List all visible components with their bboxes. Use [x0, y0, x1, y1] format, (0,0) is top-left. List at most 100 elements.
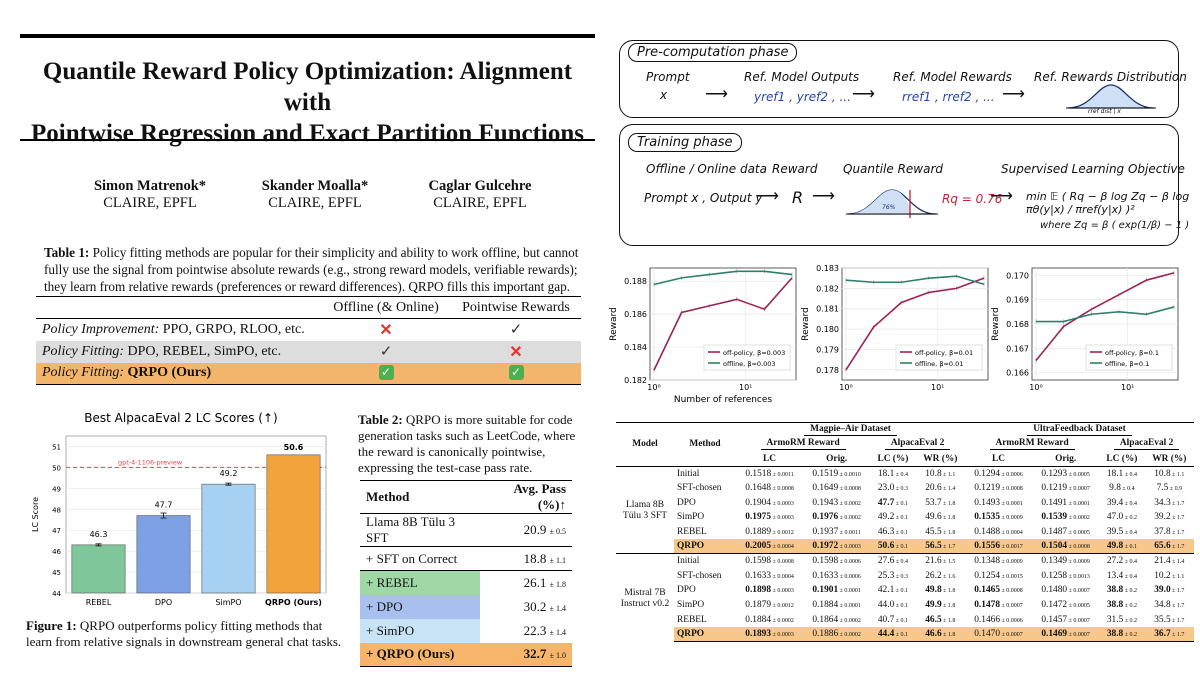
- table2-row: + DPO 30.2 ± 1.4: [360, 594, 572, 619]
- value: 46.3: [877, 526, 895, 537]
- quantile-reward-value: Rq = 0.76: [942, 192, 1003, 206]
- table-row: Mistral 7B Instruct v0.2 Initial 0.1598 ± …: [616, 553, 1194, 642]
- error: ± 0.2: [1123, 588, 1138, 595]
- value-cell: 18.1 ± 0.4: [870, 465, 916, 481]
- value-cell: 21.6 ± 1.5: [915, 553, 965, 569]
- author-1: Simon Matrenok* CLAIRE, EPFL: [60, 178, 240, 212]
- y-tick-label: 0.182: [624, 376, 647, 385]
- value: 0.1478: [974, 599, 1001, 610]
- value: 38.8: [1106, 628, 1124, 639]
- alpaca-header: AlpacaEval 2: [870, 437, 965, 452]
- arrow-icon: ⟶: [756, 188, 779, 205]
- value: 7.5: [1156, 483, 1169, 494]
- dataset-2-header: UltraFeedback Dataset: [964, 422, 1194, 438]
- value-cell: 35.5 ± 1.7: [1145, 612, 1194, 627]
- value-cell: 0.1598 ± 0.0008: [736, 553, 804, 569]
- error: ± 0.0012: [771, 529, 794, 536]
- table-row: SFT-chosen 0.1633 ± 0.0004 0.1633 ± 0.0006…: [616, 568, 1194, 583]
- data-label: 49.2: [220, 469, 238, 478]
- value-cell: 31.5 ± 0.2: [1099, 612, 1144, 627]
- y-tick-label: 47: [52, 527, 61, 535]
- author-affiliation: CLAIRE, EPFL: [268, 195, 362, 211]
- value: 0.1893: [745, 628, 772, 639]
- value-cell: 0.1884 ± 0.0001: [803, 598, 870, 613]
- error: ± 0.4: [894, 471, 909, 478]
- objective-label: Supervised Learning Objective: [1001, 162, 1185, 176]
- x-tick-label: 10⁰: [1029, 383, 1042, 392]
- value: 0.1465: [974, 585, 1001, 596]
- training-phase-box: [619, 124, 1179, 246]
- y-tick-label: 51: [52, 443, 61, 451]
- data-label: Offline / Online data: [646, 162, 767, 176]
- error: ± 0.3: [894, 573, 909, 580]
- error: ± 1.1: [1170, 471, 1185, 478]
- error: ± 0.0009: [1000, 515, 1023, 522]
- reference-line-label: gpt-4-1106-preview: [118, 458, 183, 466]
- value: 10.8: [1154, 468, 1171, 479]
- value: 27.2: [1106, 556, 1124, 567]
- table2-caption: Table 2: QRPO is more suitable for code …: [358, 412, 583, 476]
- bar: [266, 454, 321, 594]
- col-lc: LC: [736, 451, 804, 467]
- table3: Model Method Magpie–Air Dataset UltraFee…: [616, 422, 1194, 642]
- y-tick-label: 0.169: [1006, 296, 1029, 305]
- error: ± 0.0009: [1067, 559, 1090, 566]
- error: ± 0.0015: [1000, 573, 1023, 580]
- col-offline: Offline (& Online): [333, 299, 439, 315]
- table1-row: Policy Improvement: PPO, GRPO, RLOO, etc…: [36, 319, 581, 341]
- legend-entry: off-policy, β=0.01: [915, 349, 973, 357]
- error: ± 0.0006: [1000, 471, 1023, 478]
- method-cell: + REBEL: [360, 570, 480, 595]
- table2-row: + QRPO (Ours) 32.7 ± 1.0: [360, 642, 572, 667]
- table2-row: + REBEL 26.1 ± 1.8: [360, 570, 572, 595]
- value-cell: 26.1 ± 1.8: [479, 570, 572, 595]
- chart-title: Best AlpacaEval 2 LC Scores (↑): [84, 411, 277, 425]
- error: ± 1.7: [1170, 631, 1185, 638]
- error: ± 0.2: [1123, 631, 1138, 638]
- ref-rewards-label: Ref. Model Rewards: [893, 70, 1012, 84]
- value-cell: 39.0 ± 1.7: [1145, 583, 1194, 598]
- y-axis-label: Reward: [991, 307, 1001, 341]
- value-cell: 0.1349 ± 0.0009: [1032, 553, 1100, 569]
- value-cell: 0.1487 ± 0.0005: [1032, 525, 1099, 540]
- value: 0.1488: [974, 526, 1001, 537]
- value: 46.6: [925, 628, 942, 639]
- value-cell: 0.1348 ± 0.0009: [964, 553, 1033, 569]
- row-head: Policy Fitting:: [42, 365, 125, 381]
- value-cell: 0.1294 ± 0.0006: [964, 465, 1033, 481]
- series-line: [845, 275, 985, 286]
- col-method: Method: [674, 422, 737, 467]
- dataset-1-label: Magpie–Air Dataset: [804, 424, 897, 437]
- series-line: [653, 270, 793, 286]
- y-tick-label: 46: [52, 548, 61, 556]
- value: 0.1470: [974, 628, 1001, 639]
- value: 34.3: [1154, 497, 1171, 508]
- table1-label: Table 1:: [44, 245, 90, 260]
- figure1-label: Figure 1:: [26, 618, 77, 633]
- y-tick-label: 0.183: [816, 264, 839, 273]
- error: ± 0.0008: [771, 559, 794, 566]
- value: 44.0: [877, 599, 895, 610]
- y-tick-label: 50: [52, 464, 61, 472]
- value-cell: 27.2 ± 0.4: [1099, 553, 1145, 569]
- error: ± 0.0012: [771, 602, 794, 609]
- value-cell: 18.8 ± 1.1: [479, 546, 572, 571]
- value: 0.1480: [1041, 585, 1068, 596]
- method-cell: + QRPO (Ours): [360, 642, 480, 667]
- error: ± 0.0007: [1000, 631, 1023, 638]
- value: 49.9: [925, 599, 942, 610]
- value-cell: 22.3 ± 1.4: [480, 619, 572, 643]
- x-tick-label: 10¹: [931, 383, 944, 392]
- value-cell: 44.0 ± 0.1: [870, 598, 915, 613]
- col-model: Model: [616, 422, 674, 467]
- arrow-icon: ⟶: [705, 86, 728, 103]
- value-cell: 42.1 ± 0.1: [870, 583, 915, 598]
- value: 0.1864: [812, 614, 839, 625]
- value-cell: 0.2005 ± 0.0004: [736, 539, 804, 554]
- table1-row: Policy Fitting: QRPO (Ours) ✓ ✓: [36, 362, 581, 385]
- bar: [201, 483, 256, 594]
- x-tick-label: QRPO (Ours): [265, 598, 322, 607]
- value: 0.1349: [1041, 556, 1068, 567]
- col-pointwise: Pointwise Rewards: [462, 299, 570, 315]
- value: 0.1535: [974, 512, 1001, 523]
